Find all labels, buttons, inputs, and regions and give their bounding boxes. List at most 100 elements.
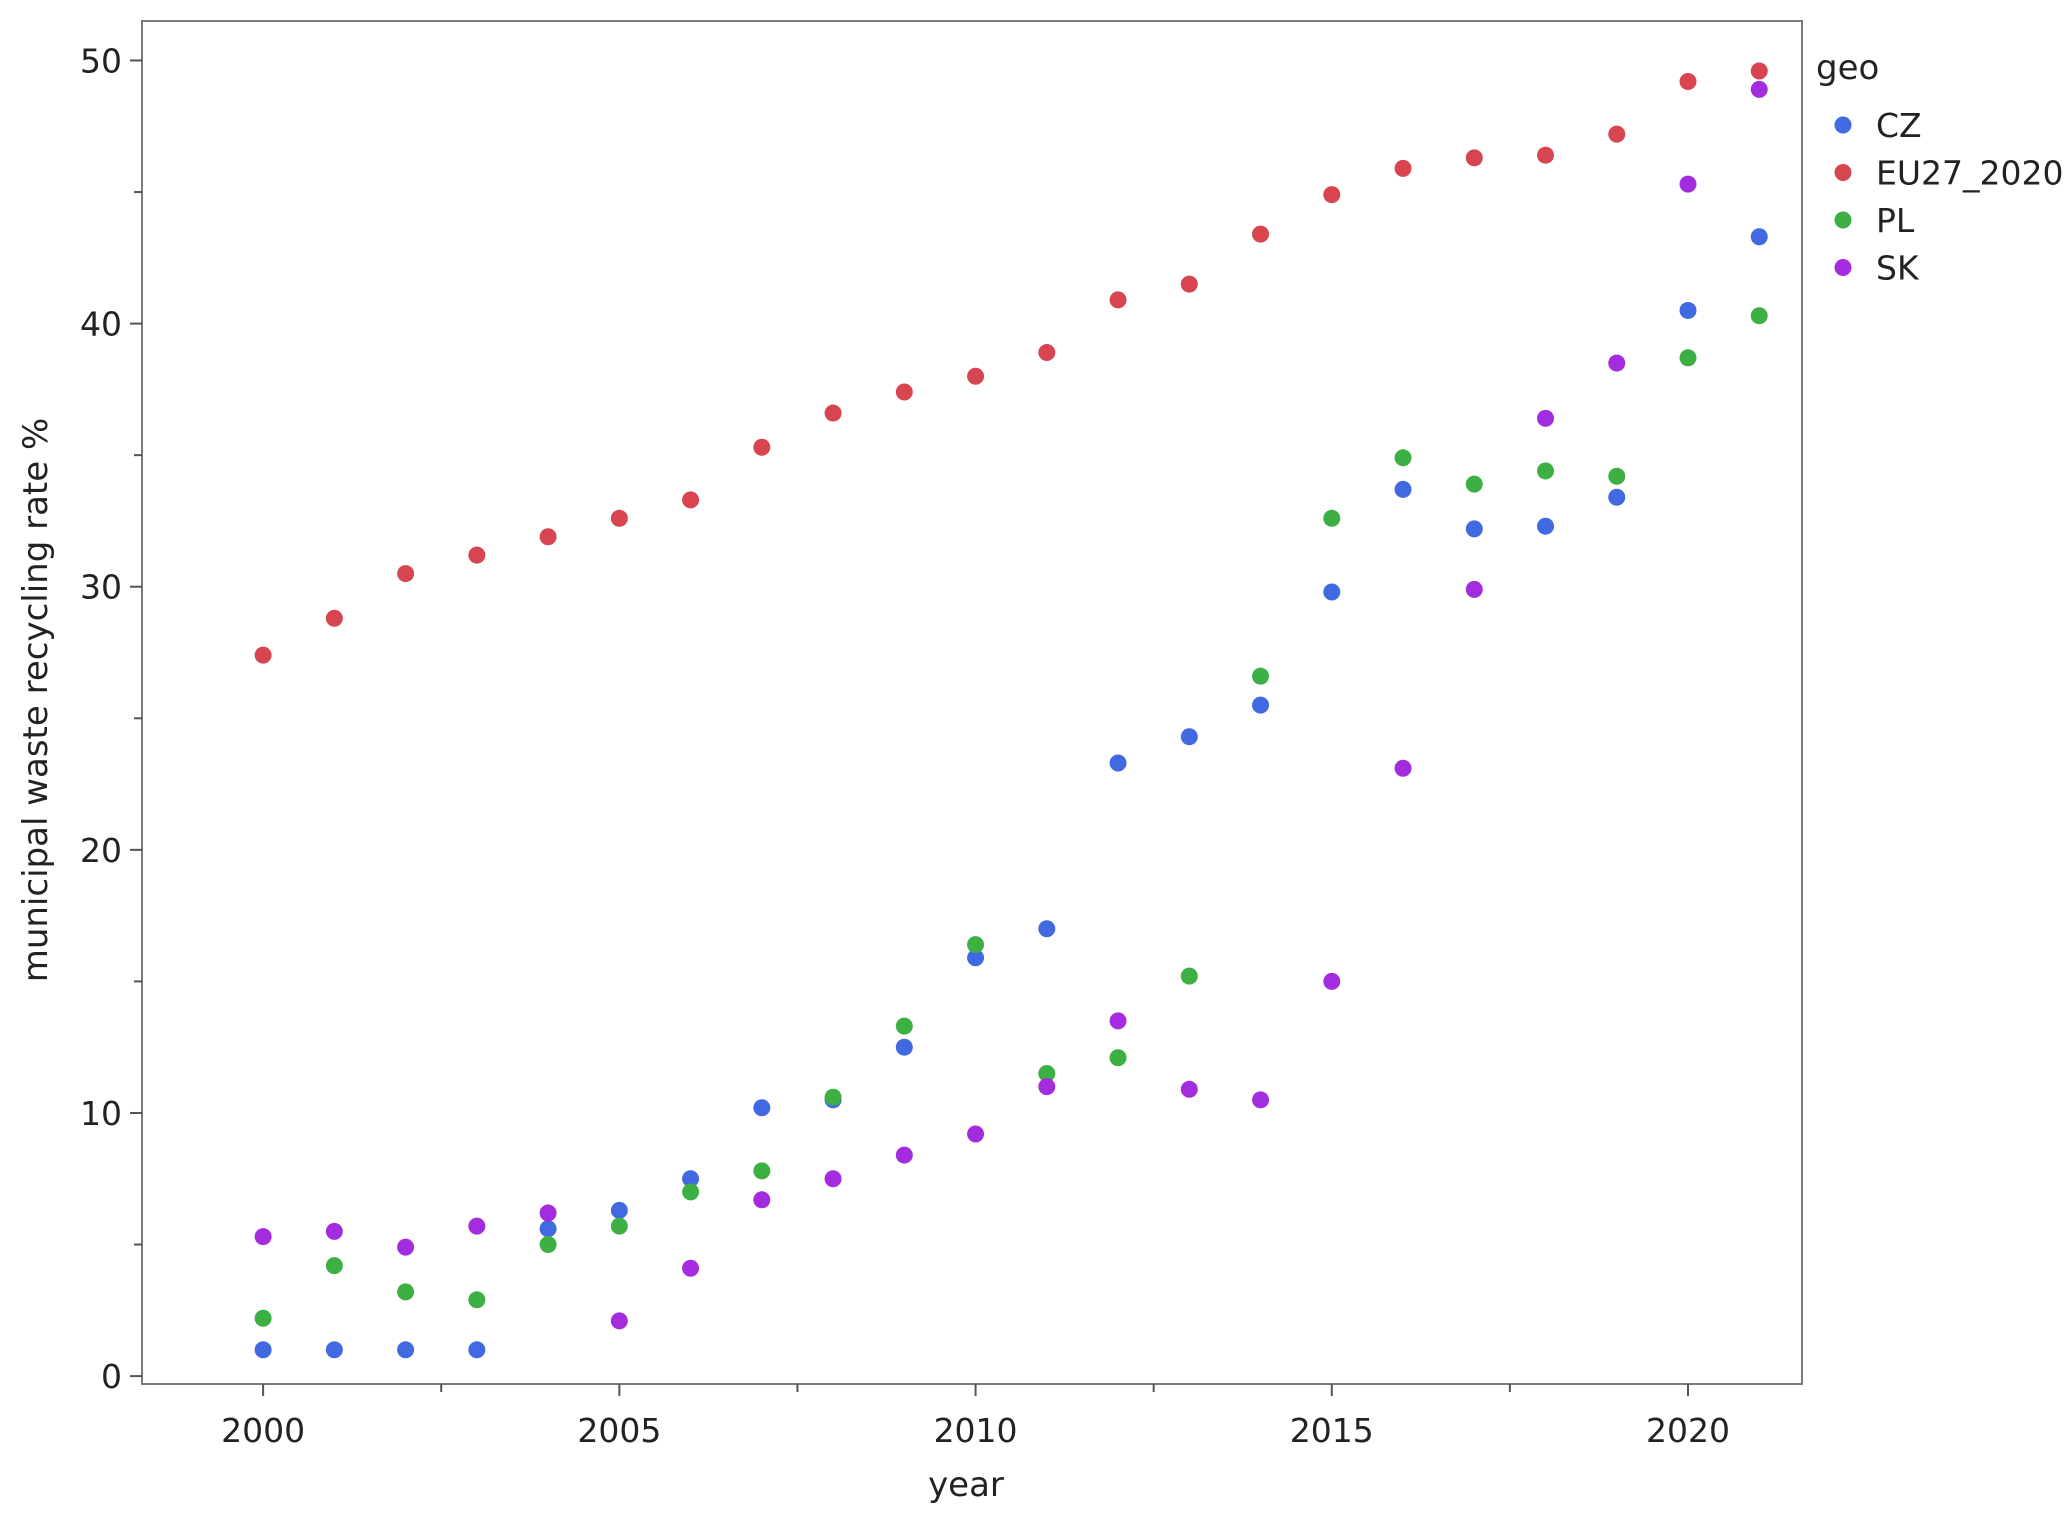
data-point [753, 1099, 771, 1117]
legend-marker [1834, 211, 1852, 229]
legend-item-cz: CZ [1834, 106, 1922, 145]
y-tick-label: 10 [80, 1094, 122, 1133]
data-point [325, 1257, 343, 1275]
data-point [325, 1222, 343, 1240]
data-point [967, 936, 985, 954]
legend-marker [1834, 164, 1852, 181]
legend-title: geo [1816, 48, 1879, 88]
x-axis-title: year [928, 1465, 1004, 1505]
data-point [1038, 344, 1056, 362]
data-point [753, 1191, 771, 1209]
y-axis-title: municipal waste recycling rate % [16, 418, 56, 983]
data-point [1608, 354, 1626, 372]
data-point [539, 1236, 557, 1254]
data-point [1323, 972, 1341, 990]
data-point [1608, 488, 1626, 506]
series-cz [254, 228, 1768, 1359]
data-point [1038, 1078, 1056, 1096]
data-point [1750, 62, 1768, 80]
data-point [397, 565, 415, 583]
data-point [895, 1017, 913, 1035]
data-point [254, 646, 272, 664]
data-point [895, 383, 913, 401]
legend-item-eu27_2020: EU27_2020 [1834, 154, 2063, 193]
data-point [1608, 467, 1626, 485]
data-point [682, 1259, 700, 1277]
data-point [824, 1088, 842, 1106]
legend-item-sk: SK [1834, 249, 1920, 288]
data-point [1394, 480, 1412, 498]
data-point [1537, 517, 1555, 535]
data-point [1394, 449, 1412, 467]
data-point [1180, 967, 1198, 985]
legend-marker [1834, 259, 1852, 276]
y-tick-label: 50 [80, 41, 122, 80]
legend-label: CZ [1876, 106, 1922, 145]
data-point [967, 367, 985, 385]
data-point [1750, 307, 1768, 325]
data-point [1180, 275, 1198, 293]
series-sk [254, 80, 1768, 1330]
legend-marker [1834, 116, 1852, 134]
data-point [1252, 225, 1270, 243]
data-point [753, 438, 771, 456]
data-point [610, 1217, 628, 1235]
data-point [1252, 667, 1270, 685]
legend-label: SK [1876, 249, 1920, 288]
series-pl [254, 307, 1768, 1327]
data-point [1465, 520, 1483, 538]
data-point [1180, 728, 1198, 746]
data-point [1109, 754, 1127, 772]
x-axis: 2000 2005 2010 2015 2020 [221, 1384, 1730, 1450]
y-axis: 0 10 20 30 40 50 [80, 41, 142, 1396]
plot-frame [141, 20, 1803, 1385]
data-point [397, 1283, 415, 1301]
data-point [539, 1204, 557, 1222]
data-point [824, 1170, 842, 1188]
data-point [1750, 80, 1768, 98]
data-point [468, 1291, 486, 1309]
data-point [539, 528, 557, 546]
data-point [1252, 696, 1270, 714]
y-tick-label: 20 [80, 831, 122, 870]
data-point [1109, 1012, 1127, 1030]
data-point [1394, 759, 1412, 777]
data-point [753, 1162, 771, 1180]
data-point [468, 1341, 486, 1359]
data-point [1252, 1091, 1270, 1109]
data-point [254, 1341, 272, 1359]
y-tick-label: 0 [101, 1357, 122, 1396]
legend-item-pl: PL [1834, 201, 1915, 240]
data-point [1537, 462, 1555, 480]
data-point [1679, 175, 1697, 193]
data-point [1608, 125, 1626, 143]
data-point [254, 1228, 272, 1246]
y-tick-label: 40 [80, 305, 122, 344]
data-point [325, 609, 343, 627]
data-point [1750, 228, 1768, 246]
data-point [610, 1312, 628, 1330]
data-point [397, 1238, 415, 1256]
data-point [1109, 1049, 1127, 1067]
data-point [1465, 149, 1483, 167]
data-point [1679, 301, 1697, 319]
data-point [682, 491, 700, 509]
legend: geo CZ EU27_2020 PL SK [1816, 48, 2063, 288]
data-point [1323, 583, 1341, 601]
data-point [1537, 146, 1555, 164]
data-point [325, 1341, 343, 1359]
data-point [610, 1201, 628, 1219]
data-point [824, 404, 842, 422]
data-point [895, 1038, 913, 1056]
legend-label: EU27_2020 [1876, 154, 2063, 193]
data-point [1109, 291, 1127, 309]
data-point [610, 509, 628, 527]
data-point [1038, 1065, 1056, 1083]
data-point [682, 1170, 700, 1188]
series-eu27_2020 [254, 62, 1768, 664]
data-point [1038, 920, 1056, 938]
data-point [468, 546, 486, 564]
data-point [1180, 1080, 1198, 1098]
data-point [397, 1341, 415, 1359]
